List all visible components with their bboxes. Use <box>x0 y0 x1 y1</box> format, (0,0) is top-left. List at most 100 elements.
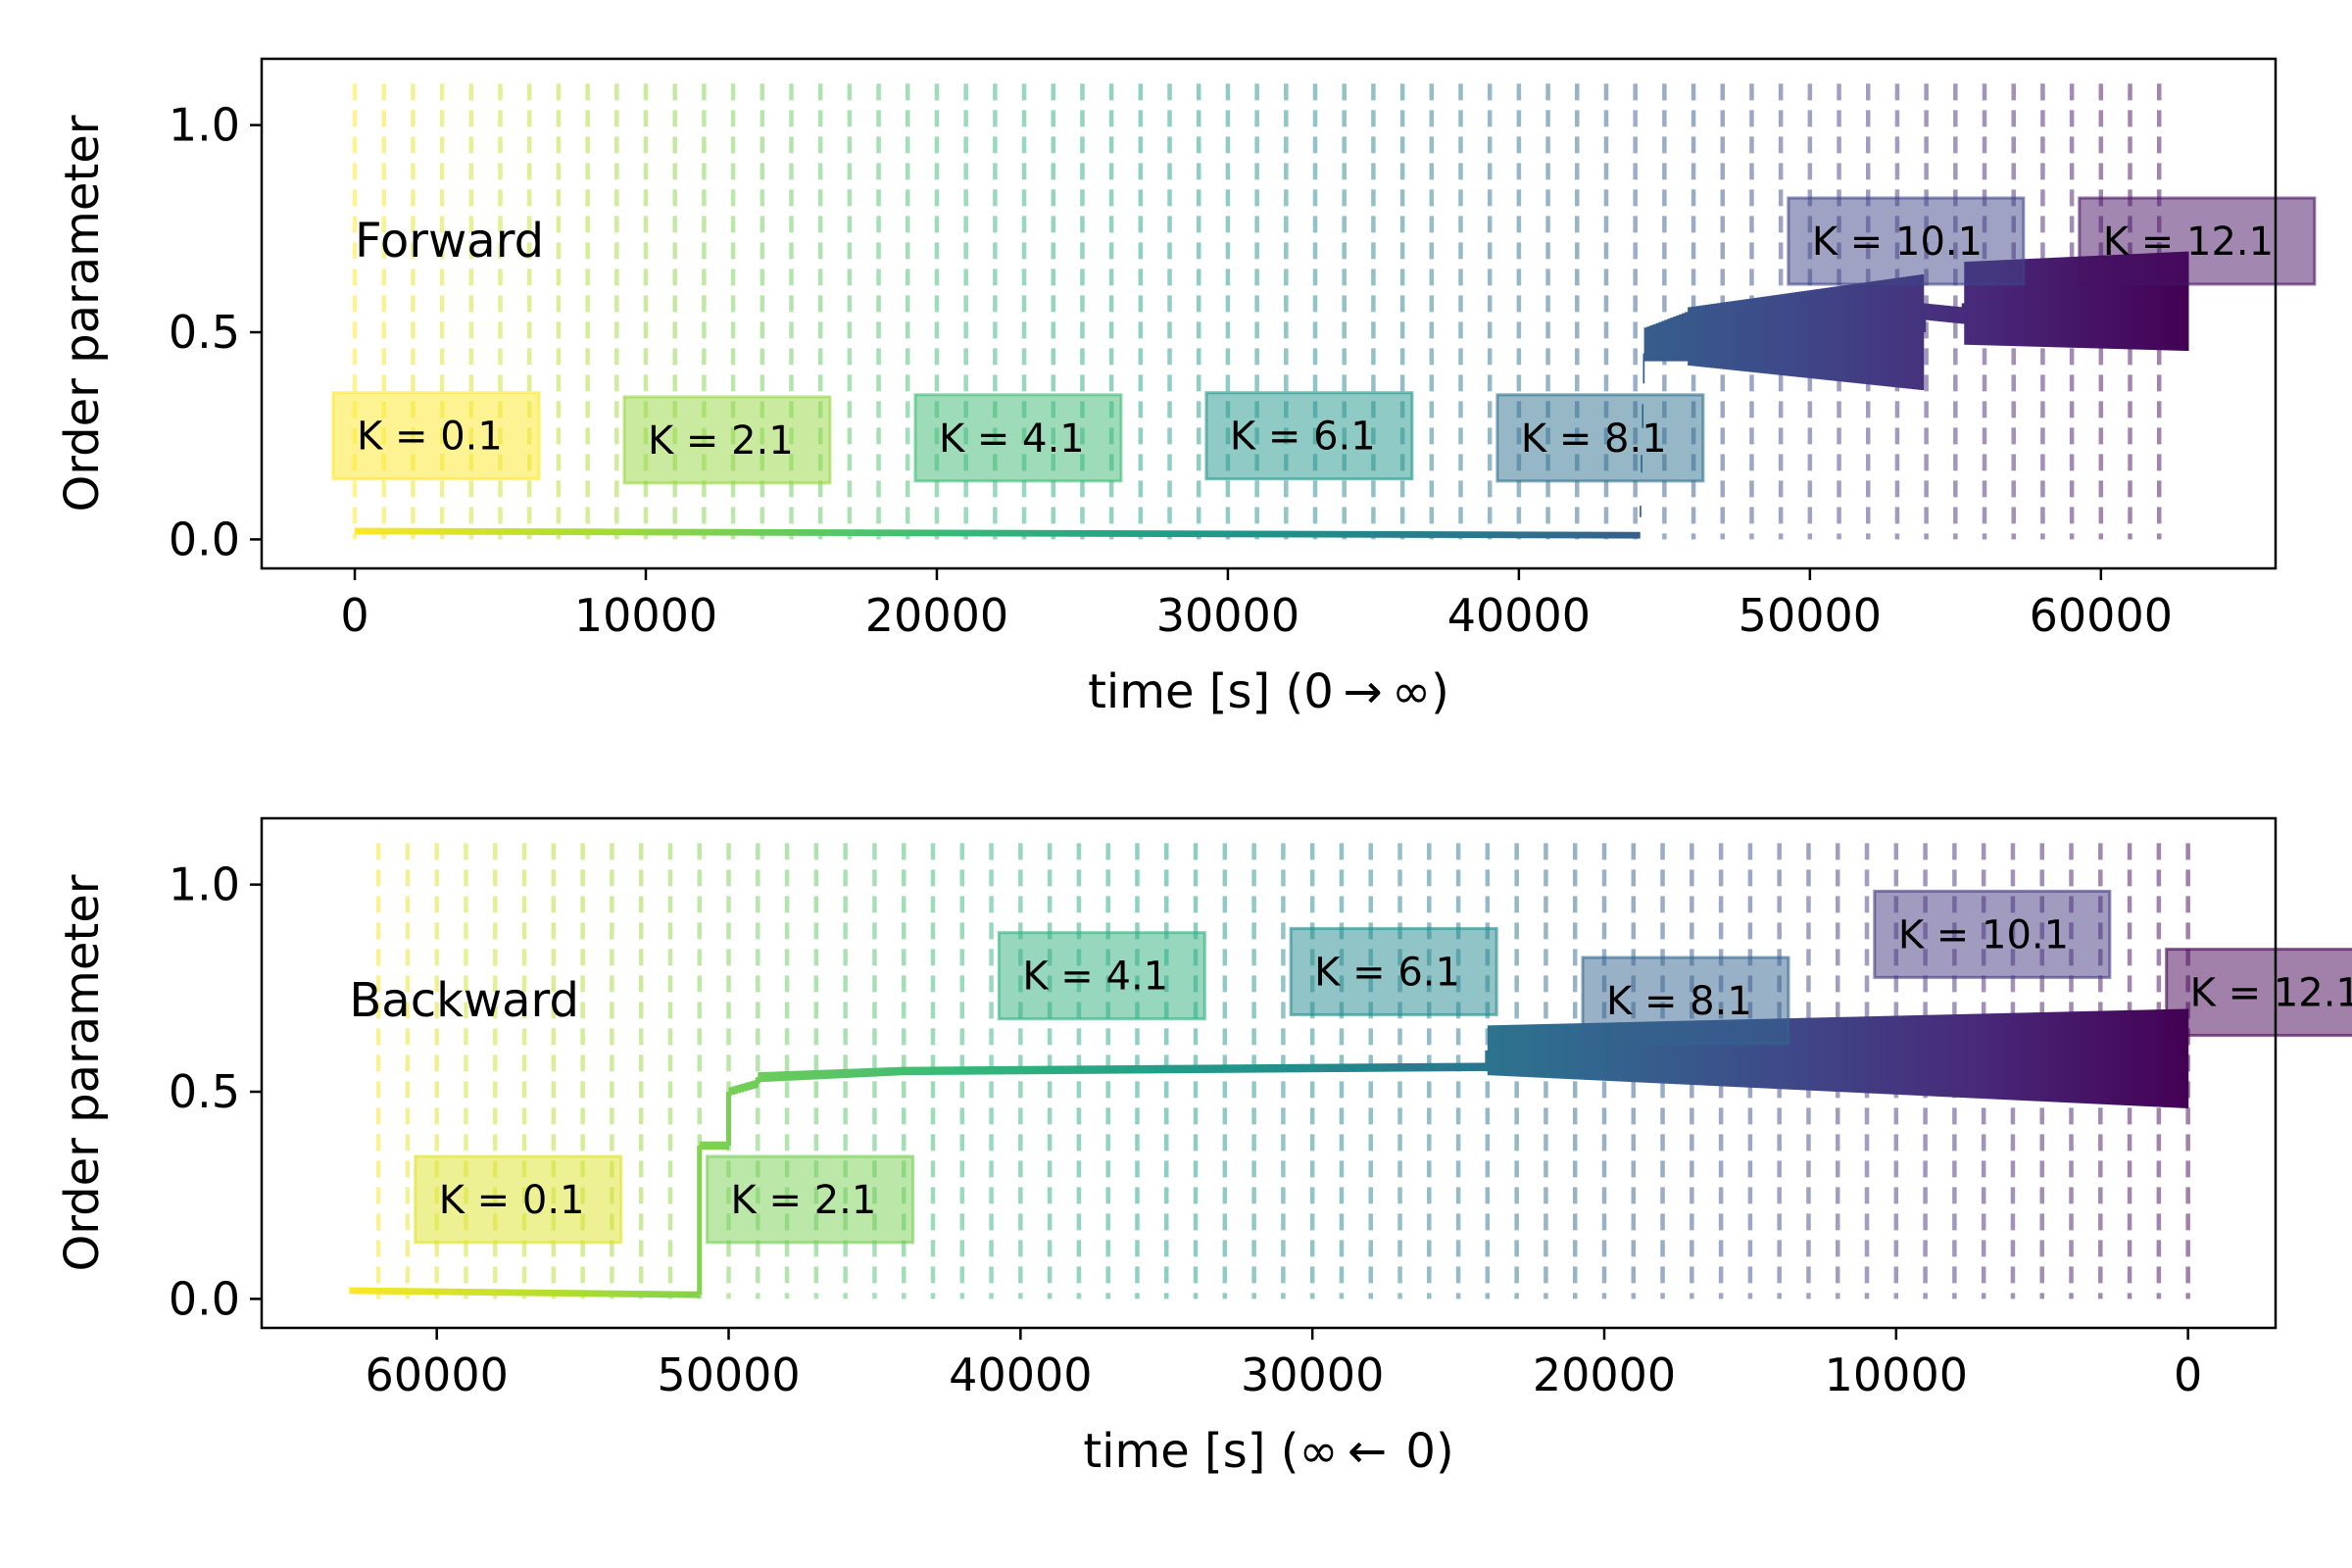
series-band <box>1166 1064 1170 1074</box>
series-band <box>1099 1065 1103 1074</box>
series-band <box>1253 1064 1258 1073</box>
series-band <box>950 1066 955 1075</box>
series-band <box>964 529 969 537</box>
series-band <box>1621 1022 1626 1082</box>
series-band <box>514 528 518 535</box>
series-band <box>1458 1062 1462 1072</box>
series-band <box>506 528 510 535</box>
series-band <box>383 527 388 535</box>
series-band <box>2164 1009 2169 1107</box>
series-band <box>1618 1022 1623 1082</box>
series-band <box>1796 1017 1801 1091</box>
series-band <box>503 528 507 535</box>
series-band <box>1693 306 1697 367</box>
series-band <box>1093 530 1098 537</box>
series-band <box>662 528 667 536</box>
series-band <box>994 529 999 537</box>
series-band <box>1221 1064 1226 1073</box>
series-band <box>1843 1016 1847 1093</box>
series-band <box>1148 530 1152 537</box>
series-band <box>1817 1017 1821 1092</box>
series-band <box>381 1287 385 1295</box>
series-band <box>1957 1014 1961 1098</box>
series-band <box>912 1066 916 1076</box>
series-band <box>1347 1063 1351 1072</box>
series-band <box>445 1288 450 1296</box>
series-band <box>2124 1009 2128 1105</box>
series-band <box>1852 1016 1856 1093</box>
axes-frame <box>260 57 2278 570</box>
series-band <box>1880 279 1884 386</box>
series-band <box>2030 1012 2034 1102</box>
series-band <box>1724 1019 1728 1087</box>
series-band <box>1331 530 1336 538</box>
series-band <box>1523 531 1528 539</box>
series-band <box>827 1069 832 1079</box>
series-band <box>1357 530 1361 538</box>
series-band <box>1283 1063 1287 1073</box>
series-band <box>1274 1063 1279 1073</box>
series-band <box>1578 1023 1582 1080</box>
series-band <box>618 528 623 536</box>
series-band <box>1662 1021 1667 1084</box>
series-band <box>489 1289 493 1297</box>
series-band <box>561 528 565 536</box>
series-band <box>1501 1024 1506 1076</box>
panel-label: Forward <box>355 214 544 269</box>
series-band <box>656 1291 660 1298</box>
series-band <box>708 1141 712 1151</box>
series-band <box>621 528 626 536</box>
series-band <box>1023 1065 1027 1075</box>
series-band <box>594 1290 599 1298</box>
k-label-box <box>1581 956 1790 1046</box>
series-band <box>1366 530 1370 538</box>
series-band <box>1394 1063 1398 1072</box>
series-band <box>534 528 539 535</box>
series-band <box>737 1084 742 1094</box>
series-band <box>1452 1062 1456 1072</box>
series-band <box>1752 1018 1757 1089</box>
series-band <box>726 528 731 536</box>
series-band <box>2121 1010 2125 1105</box>
series-band <box>2071 1011 2076 1103</box>
series-band <box>1479 531 1484 539</box>
series-band <box>1250 1064 1255 1073</box>
series-band <box>1519 1024 1524 1077</box>
series-band <box>491 528 496 535</box>
series-band <box>1572 1023 1576 1080</box>
series-band <box>1555 531 1559 539</box>
series-band <box>1052 529 1056 537</box>
series-band <box>2153 253 2157 351</box>
series-band <box>1612 1022 1617 1082</box>
series-band <box>1465 531 1469 538</box>
series-band <box>1174 530 1179 538</box>
series-band <box>2057 257 2061 348</box>
series-band <box>778 1071 782 1082</box>
series-band <box>1352 1063 1357 1072</box>
series-band <box>2100 1010 2104 1104</box>
series-band <box>1061 1065 1065 1074</box>
series-band <box>698 528 702 536</box>
series-band <box>1029 1065 1033 1075</box>
series-band <box>1725 302 1730 370</box>
series-band <box>731 1086 736 1095</box>
series-band <box>1761 1018 1766 1089</box>
series-band <box>436 527 440 535</box>
series-band <box>368 527 373 535</box>
series-band <box>1995 1013 1999 1100</box>
series-band <box>1223 530 1228 538</box>
series-band <box>1970 261 1974 345</box>
series-band <box>1399 1063 1404 1072</box>
panel-label: Backward <box>349 973 579 1028</box>
series-band <box>945 529 949 537</box>
series-band <box>859 1068 864 1078</box>
series-band <box>476 527 481 535</box>
series-band <box>1151 530 1155 537</box>
series-band <box>1920 274 1925 391</box>
series-band <box>418 527 422 535</box>
series-band <box>392 527 397 535</box>
series-band <box>1592 1022 1596 1081</box>
series-band <box>457 1288 462 1296</box>
series-band <box>755 1079 759 1089</box>
